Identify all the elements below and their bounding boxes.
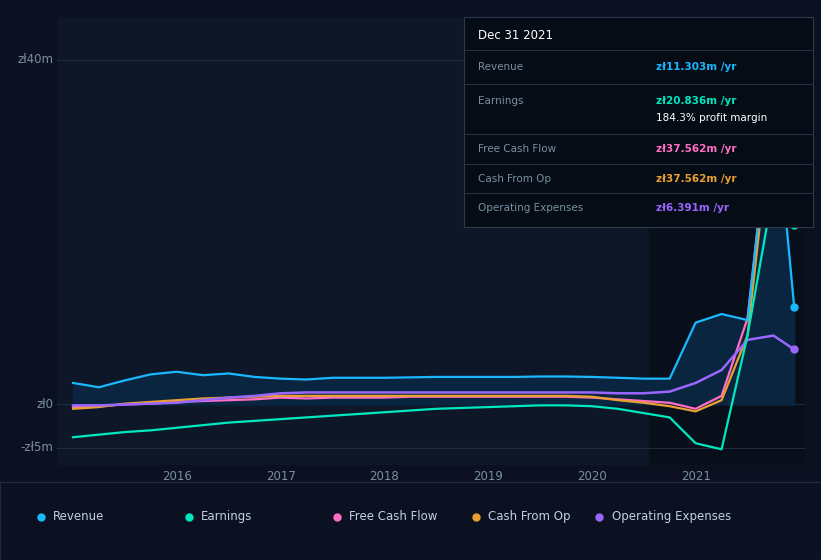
- Text: Free Cash Flow: Free Cash Flow: [349, 510, 438, 524]
- Text: -zł5m: -zł5m: [21, 441, 53, 454]
- Text: zł40m: zł40m: [18, 53, 53, 67]
- Text: zł11.303m /yr: zł11.303m /yr: [656, 62, 736, 72]
- Text: Operating Expenses: Operating Expenses: [612, 510, 731, 524]
- Text: Revenue: Revenue: [53, 510, 105, 524]
- Text: zł37.562m /yr: zł37.562m /yr: [656, 174, 736, 184]
- Text: Free Cash Flow: Free Cash Flow: [478, 144, 556, 154]
- Text: 184.3% profit margin: 184.3% profit margin: [656, 113, 767, 123]
- Text: Revenue: Revenue: [478, 62, 523, 72]
- Text: Earnings: Earnings: [201, 510, 253, 524]
- Text: Cash From Op: Cash From Op: [478, 174, 551, 184]
- Text: Operating Expenses: Operating Expenses: [478, 203, 583, 213]
- Text: Cash From Op: Cash From Op: [488, 510, 571, 524]
- Text: zł37.562m /yr: zł37.562m /yr: [656, 144, 736, 154]
- Text: zł0: zł0: [37, 398, 53, 411]
- Text: zł20.836m /yr: zł20.836m /yr: [656, 96, 736, 106]
- Text: zł6.391m /yr: zł6.391m /yr: [656, 203, 729, 213]
- Text: Dec 31 2021: Dec 31 2021: [478, 30, 553, 43]
- Bar: [649, 17, 810, 465]
- Text: Earnings: Earnings: [478, 96, 523, 106]
